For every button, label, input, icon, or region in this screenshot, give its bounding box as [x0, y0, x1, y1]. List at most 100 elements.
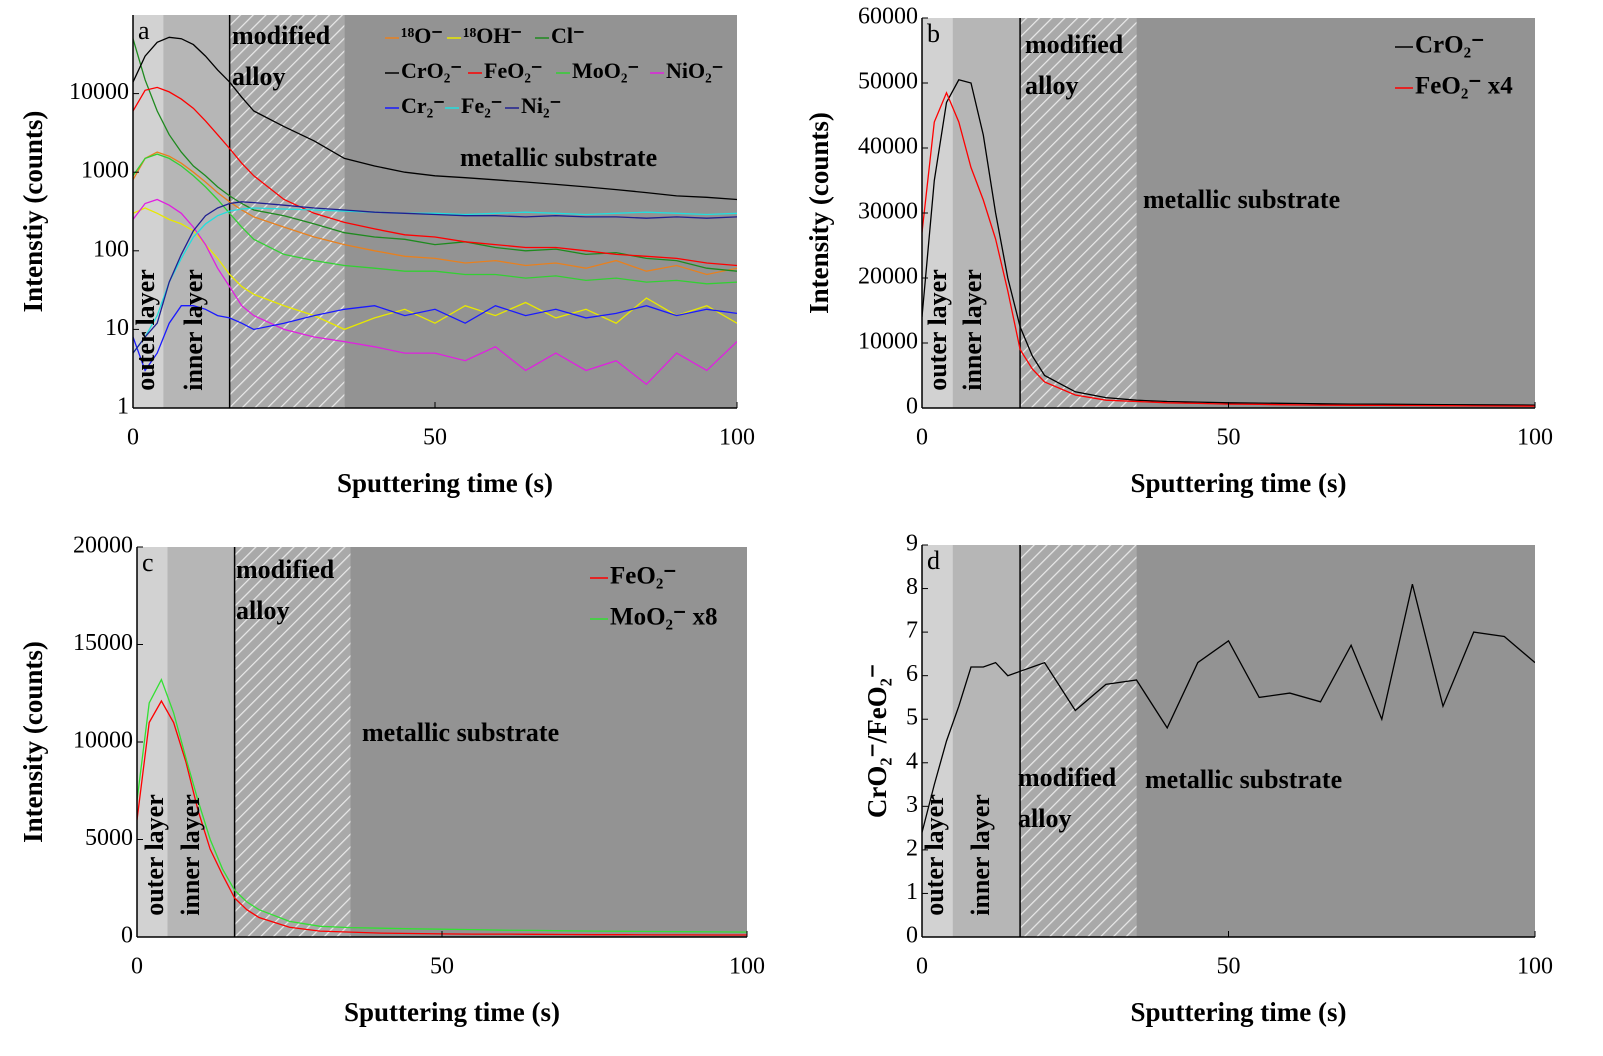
series-line: [133, 86, 737, 267]
y-tick-label: 10: [105, 315, 129, 341]
x-tick-label: 100: [719, 425, 755, 451]
legend-label: ¹⁸OH⁻: [463, 23, 522, 48]
x-tick-label: 100: [729, 954, 765, 980]
y-tick-label: 9: [906, 531, 918, 557]
region-band: [1020, 18, 1137, 408]
x-tick-label: 100: [1517, 425, 1553, 451]
region-label: outer layer: [140, 794, 169, 916]
region-band: [350, 547, 747, 937]
panel-label: d: [927, 546, 940, 575]
y-tick-label: 3: [906, 792, 918, 818]
x-axis-label: Sputtering time (s): [344, 997, 560, 1027]
region-label: outer layer: [131, 269, 160, 391]
y-tick-label: 1: [906, 879, 918, 905]
series-line: [133, 198, 737, 386]
y-tick-label: 1000: [81, 158, 129, 184]
region-label: modified: [232, 21, 331, 50]
legend-label: Cr₂⁻: [401, 93, 445, 118]
y-tick-label: 2: [906, 835, 918, 861]
y-tick-label: 4: [906, 748, 918, 774]
legend-label: ¹⁸O⁻: [401, 23, 443, 48]
region-label: outer layer: [920, 794, 949, 916]
x-tick-label: 0: [916, 425, 928, 451]
y-tick-label: 5000: [85, 825, 133, 851]
region-label: inner layer: [179, 269, 208, 391]
legend-label: FeO₂⁻: [610, 563, 677, 590]
y-tick-label: 50000: [858, 69, 918, 95]
x-tick-label: 0: [127, 425, 139, 451]
region-label: modified: [1018, 763, 1117, 792]
legend-label: FeO₂⁻ x4: [1415, 73, 1513, 100]
legend-label: Ni₂⁻: [521, 93, 561, 118]
y-tick-label: 10000: [73, 728, 133, 754]
y-axis-label: Intenstiy (counts): [18, 111, 48, 313]
region-band: [344, 15, 737, 408]
panel-label: b: [927, 19, 940, 48]
panel-label: c: [142, 548, 154, 577]
y-axis-label: Intensity (counts): [804, 112, 834, 314]
legend-label: Fe₂⁻: [461, 93, 502, 118]
region-band: [229, 15, 345, 408]
x-tick-label: 50: [1217, 954, 1241, 980]
y-tick-label: 0: [906, 923, 918, 949]
legend-label: CrO₂⁻: [401, 58, 462, 83]
x-tick-label: 50: [1217, 425, 1241, 451]
x-tick-label: 0: [916, 954, 928, 980]
region-label: metallic substrate: [1143, 185, 1340, 214]
y-tick-label: 0: [906, 394, 918, 420]
region-label: alloy: [1018, 804, 1071, 833]
region-label: inner layer: [958, 269, 987, 391]
series-line: [133, 207, 737, 331]
region-label: metallic substrate: [460, 143, 657, 172]
x-axis-label: Sputtering time (s): [1131, 468, 1347, 498]
y-tick-label: 15000: [73, 630, 133, 656]
region-label: alloy: [1025, 71, 1078, 100]
y-tick-label: 20000: [858, 264, 918, 290]
y-axis-label: CrO₂⁻/FeO₂⁻: [862, 664, 892, 818]
region-label: inner layer: [966, 794, 995, 916]
region-label: metallic substrate: [362, 718, 559, 747]
x-tick-label: 50: [423, 425, 447, 451]
series-line: [133, 207, 737, 354]
region-label: outer layer: [923, 269, 952, 391]
legend-label: CrO₂⁻: [1415, 32, 1484, 59]
y-axis-label: Intensity (counts): [18, 641, 48, 843]
legend-label: Cl⁻: [551, 23, 585, 48]
y-tick-label: 8: [906, 574, 918, 600]
y-tick-label: 7: [906, 618, 918, 644]
series-line: [922, 91, 1535, 407]
region-band: [1136, 18, 1535, 408]
y-tick-label: 0: [121, 923, 133, 949]
x-tick-label: 0: [131, 954, 143, 980]
region-band: [1136, 545, 1535, 937]
legend-label: MoO₂⁻: [572, 58, 639, 83]
y-tick-label: 30000: [858, 199, 918, 225]
region-label: alloy: [232, 62, 285, 91]
region-band: [952, 18, 1021, 408]
legend-label: MoO₂⁻ x8: [610, 604, 717, 631]
y-tick-label: 6: [906, 661, 918, 687]
y-tick-label: 60000: [858, 4, 918, 30]
region-band: [952, 545, 1021, 937]
series-line: [922, 584, 1535, 833]
region-label: alloy: [236, 596, 289, 625]
series-line: [133, 153, 737, 285]
y-tick-label: 40000: [858, 134, 918, 160]
series-line: [133, 36, 737, 201]
y-tick-label: 100: [93, 236, 129, 262]
x-tick-label: 100: [1517, 954, 1553, 980]
series-line: [133, 304, 737, 372]
x-axis-label: Sputtering time (s): [1131, 997, 1347, 1027]
legend-label: NiO₂⁻: [666, 58, 723, 83]
legend-label: FeO₂⁻: [484, 58, 543, 83]
y-tick-label: 20000: [73, 533, 133, 559]
y-tick-label: 1: [117, 394, 129, 420]
region-band: [167, 547, 235, 937]
region-band: [1020, 545, 1137, 937]
region-band: [234, 547, 351, 937]
region-label: modified: [1025, 30, 1124, 59]
y-tick-label: 5: [906, 705, 918, 731]
region-band: [163, 15, 230, 408]
y-tick-label: 10000: [69, 79, 129, 105]
region-label: modified: [236, 555, 335, 584]
